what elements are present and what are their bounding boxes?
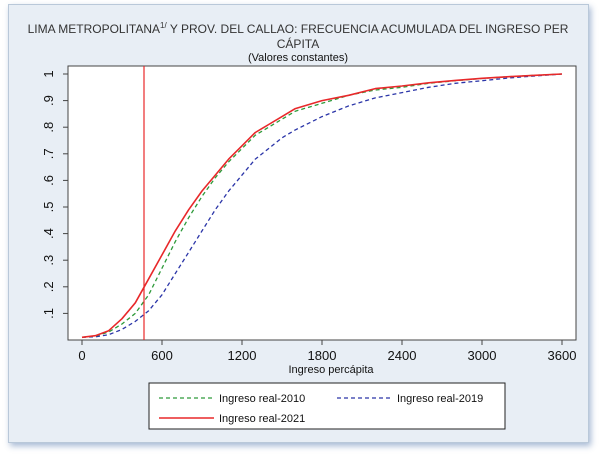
chart-title-part2: Y PROV. DEL CALLAO: FRECUENCIA ACUMULADA…	[167, 22, 569, 36]
chart-subtitle: (Valores constantes)	[248, 52, 348, 64]
plot-area	[67, 65, 577, 341]
x-axis-label: Ingreso percápita	[289, 364, 375, 376]
series-lines	[81, 73, 563, 339]
legend-label: Ingreso real-2021	[219, 413, 305, 425]
y-tick-label: .3	[41, 255, 56, 266]
legend-label: Ingreso real-2010	[219, 393, 305, 405]
y-tick-label: 1	[41, 70, 56, 77]
x-tick-label: 0	[78, 348, 85, 363]
chart-title-part1: LIMA METROPOLITANA	[28, 22, 160, 36]
y-tick-label: .1	[41, 308, 56, 319]
x-tick-label: 600	[151, 348, 173, 363]
y-tick-label: .5	[41, 202, 56, 213]
y-tick-label: .6	[41, 175, 56, 186]
series-line-ingreso-real-2019	[81, 73, 563, 338]
y-tick-label: .7	[41, 148, 56, 159]
y-axis: .1 .2 .3 .4 .5 .6 .7 .8 .9 1	[41, 70, 68, 319]
chart-title-superscript: 1/	[160, 21, 167, 30]
x-tick-label: 3600	[548, 348, 577, 363]
x-axis: 0 600 1200 1800 2400 3000 3600	[78, 340, 576, 363]
x-tick-label: 3000	[468, 348, 497, 363]
cumulative-income-chart: LIMA METROPOLITANA1/ Y PROV. DEL CALLAO:…	[28, 21, 577, 430]
x-tick-label: 1200	[228, 348, 257, 363]
y-tick-label: .9	[41, 95, 56, 106]
y-tick-label: .4	[41, 228, 56, 239]
chart-frame: LIMA METROPOLITANA1/ Y PROV. DEL CALLAO:…	[8, 4, 589, 443]
x-tick-label: 2400	[388, 348, 417, 363]
x-tick-label: 1800	[308, 348, 337, 363]
y-tick-label: .8	[41, 122, 56, 133]
legend: Ingreso real-2010 Ingreso real-2019 Ingres…	[159, 393, 483, 425]
y-tick-label: .2	[41, 281, 56, 292]
series-line-ingreso-real-2021	[81, 73, 563, 339]
legend-box	[148, 382, 506, 430]
chart-title-line1: LIMA METROPOLITANA1/ Y PROV. DEL CALLAO:…	[28, 21, 569, 36]
legend-label: Ingreso real-2019	[397, 393, 483, 405]
chart-title-line2: CÁPITA	[277, 36, 319, 51]
